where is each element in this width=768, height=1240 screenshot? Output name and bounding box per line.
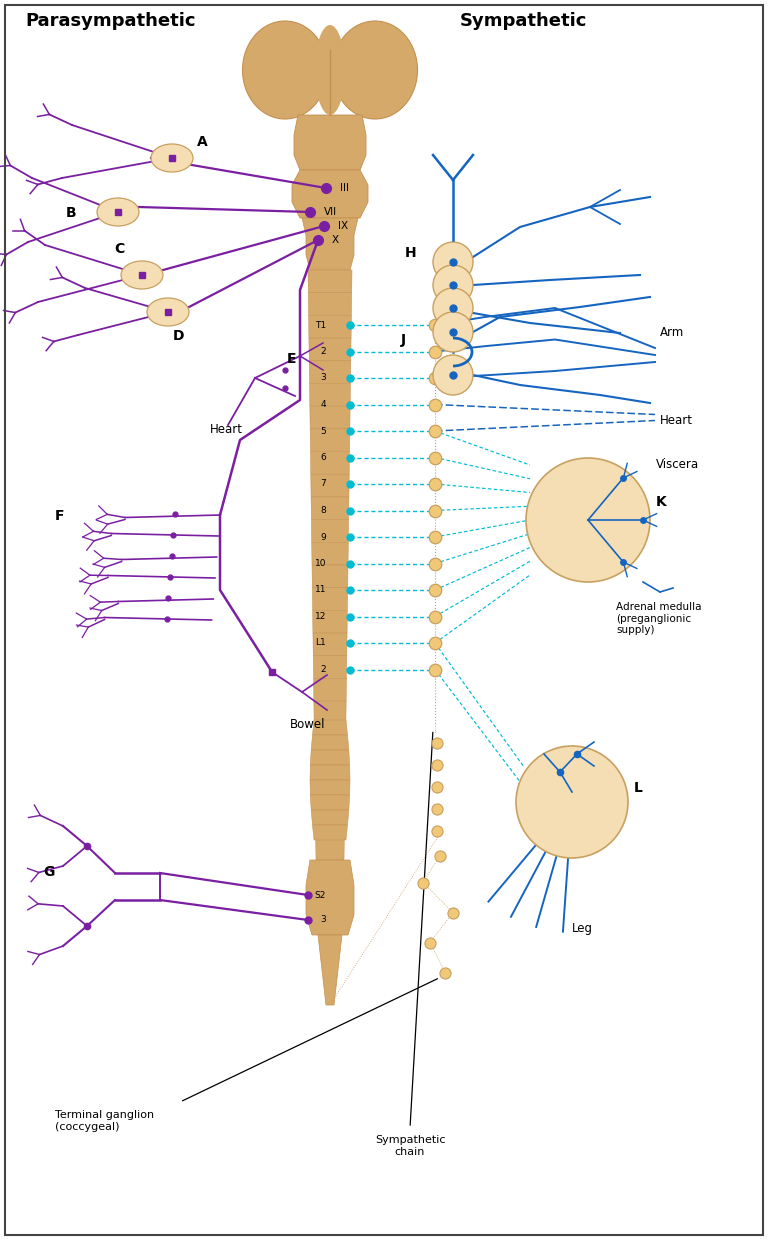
Polygon shape xyxy=(310,361,351,383)
Circle shape xyxy=(516,746,628,858)
Text: Leg: Leg xyxy=(571,923,592,935)
Text: 3: 3 xyxy=(320,373,326,382)
Text: S2: S2 xyxy=(315,890,326,899)
Polygon shape xyxy=(294,115,366,170)
Text: G: G xyxy=(43,866,55,879)
Text: J: J xyxy=(401,334,406,347)
Polygon shape xyxy=(292,170,368,218)
Text: Terminal ganglion
(coccygeal): Terminal ganglion (coccygeal) xyxy=(55,1110,154,1132)
Polygon shape xyxy=(313,720,348,735)
Text: L: L xyxy=(634,781,643,795)
Polygon shape xyxy=(314,746,346,769)
Ellipse shape xyxy=(121,260,163,289)
Polygon shape xyxy=(310,451,349,474)
Text: Parasympathetic: Parasympathetic xyxy=(25,12,196,30)
Circle shape xyxy=(433,242,473,281)
Polygon shape xyxy=(311,810,349,825)
Text: K: K xyxy=(656,495,667,508)
Polygon shape xyxy=(311,497,349,520)
Text: 5: 5 xyxy=(320,427,326,435)
Polygon shape xyxy=(310,750,349,765)
Polygon shape xyxy=(311,520,349,542)
Polygon shape xyxy=(306,861,354,935)
Polygon shape xyxy=(311,474,349,497)
Text: IX: IX xyxy=(338,221,348,231)
Ellipse shape xyxy=(315,25,345,115)
Polygon shape xyxy=(316,815,345,837)
Polygon shape xyxy=(316,837,344,861)
Ellipse shape xyxy=(243,21,327,119)
Polygon shape xyxy=(318,935,342,1004)
Text: B: B xyxy=(66,206,77,219)
Polygon shape xyxy=(313,634,347,656)
Polygon shape xyxy=(310,407,350,429)
Polygon shape xyxy=(310,780,350,795)
Ellipse shape xyxy=(147,298,189,326)
Text: Arm: Arm xyxy=(660,326,684,340)
Text: A: A xyxy=(197,135,208,149)
Text: Adrenal medulla
(preganglionic
supply): Adrenal medulla (preganglionic supply) xyxy=(616,601,701,635)
Circle shape xyxy=(526,458,650,582)
Circle shape xyxy=(433,312,473,352)
Polygon shape xyxy=(315,792,345,815)
Text: C: C xyxy=(114,242,124,255)
Polygon shape xyxy=(311,735,349,750)
Circle shape xyxy=(433,288,473,329)
Text: D: D xyxy=(173,329,184,343)
Polygon shape xyxy=(315,769,346,792)
Circle shape xyxy=(433,265,473,305)
Polygon shape xyxy=(308,293,352,315)
Polygon shape xyxy=(310,795,349,810)
Text: Viscera: Viscera xyxy=(656,459,699,471)
Polygon shape xyxy=(314,724,346,746)
Text: 12: 12 xyxy=(315,613,326,621)
Polygon shape xyxy=(313,678,346,701)
Text: Sympathetic: Sympathetic xyxy=(460,12,588,30)
Text: 2: 2 xyxy=(320,665,326,675)
Polygon shape xyxy=(313,825,348,839)
Text: 2: 2 xyxy=(320,347,326,356)
Text: 11: 11 xyxy=(315,585,326,594)
Polygon shape xyxy=(312,542,349,565)
Text: L1: L1 xyxy=(315,639,326,647)
Text: 4: 4 xyxy=(320,401,326,409)
Polygon shape xyxy=(310,383,350,407)
Polygon shape xyxy=(314,701,346,724)
Polygon shape xyxy=(313,588,348,610)
Polygon shape xyxy=(309,315,352,339)
Polygon shape xyxy=(310,429,350,451)
Text: Sympathetic
chain: Sympathetic chain xyxy=(375,1135,445,1157)
Text: 8: 8 xyxy=(320,506,326,515)
Text: H: H xyxy=(405,246,416,260)
Text: 7: 7 xyxy=(320,480,326,489)
Text: III: III xyxy=(340,184,349,193)
Ellipse shape xyxy=(97,198,139,226)
Text: T1: T1 xyxy=(315,320,326,330)
Text: 9: 9 xyxy=(320,532,326,542)
Text: Bowel: Bowel xyxy=(290,718,326,732)
Ellipse shape xyxy=(333,21,418,119)
Text: Heart: Heart xyxy=(660,414,693,427)
Polygon shape xyxy=(312,565,348,588)
Circle shape xyxy=(433,355,473,396)
Polygon shape xyxy=(309,339,351,361)
Text: VII: VII xyxy=(324,207,337,217)
Text: 3: 3 xyxy=(320,915,326,925)
Text: X: X xyxy=(332,236,339,246)
Text: 6: 6 xyxy=(320,453,326,463)
Polygon shape xyxy=(302,218,358,270)
Polygon shape xyxy=(308,270,352,293)
Ellipse shape xyxy=(151,144,193,172)
Polygon shape xyxy=(313,656,347,678)
Polygon shape xyxy=(313,610,347,634)
Text: Heart: Heart xyxy=(210,423,243,436)
Text: F: F xyxy=(55,508,65,523)
Text: 10: 10 xyxy=(315,559,326,568)
Text: E: E xyxy=(287,352,296,366)
Polygon shape xyxy=(310,765,350,780)
